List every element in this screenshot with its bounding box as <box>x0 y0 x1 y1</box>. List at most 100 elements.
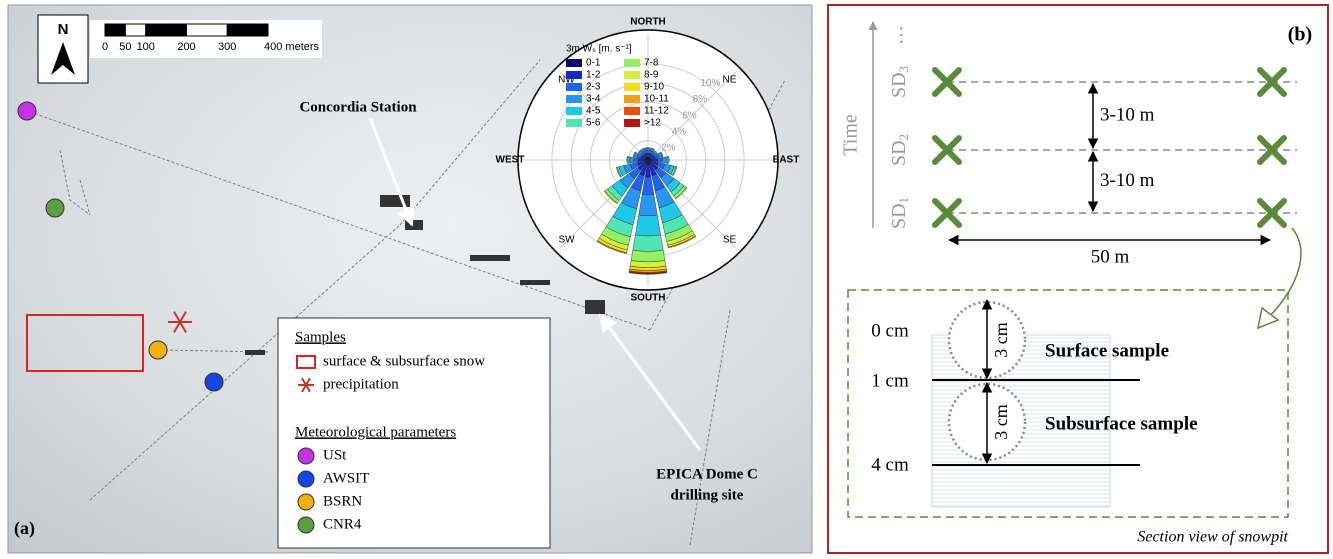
sd-sub: 2 <box>896 134 911 141</box>
rose-segment <box>632 234 664 252</box>
site-label: Concordia Station <box>299 99 417 115</box>
rose-segment <box>633 157 639 163</box>
rose-legend-label: 4-5 <box>586 106 601 117</box>
rose-segment <box>615 166 622 178</box>
sample-label: Subsurface sample <box>1045 413 1198 434</box>
rose-legend-swatch <box>566 95 582 103</box>
scale-segment <box>124 23 147 37</box>
site-label: drilling site <box>671 487 744 503</box>
spacing-label: 3-10 m <box>1100 170 1155 191</box>
rose-segment <box>667 156 670 164</box>
rose-segment <box>637 149 642 154</box>
legend-title: Meteorological parameters <box>295 424 456 440</box>
snowflake <box>305 384 311 393</box>
rose-legend-swatch <box>624 95 640 103</box>
legend-title: Samples <box>295 329 346 345</box>
rose-segment <box>596 240 627 254</box>
rose-legend-swatch <box>624 107 640 115</box>
scale-label: 300 <box>218 41 236 53</box>
rose-legend-swatch <box>566 71 582 79</box>
legend-swatch <box>296 355 316 369</box>
legend-label: CNR4 <box>323 516 362 532</box>
legend-box <box>277 317 551 549</box>
rose-legend-label: 7-8 <box>644 58 659 69</box>
scale-label: 100 <box>137 41 155 53</box>
rose-legend-swatch <box>624 59 640 67</box>
sample-cross <box>1257 135 1287 165</box>
direction-label: SE <box>723 235 737 246</box>
scale-label: 0 <box>102 41 108 53</box>
station-marker <box>148 340 168 360</box>
sd-sub: 1 <box>896 197 911 204</box>
rose-legend-swatch <box>624 83 640 91</box>
rose-segment <box>632 151 637 158</box>
sample-cross <box>932 67 962 97</box>
rose-legend-label: 10-11 <box>644 94 669 105</box>
depth-label: 4 cm <box>871 454 909 475</box>
rose-legend-label: 9-10 <box>644 82 664 93</box>
station-marker <box>17 101 37 121</box>
legend-label: AWSIT <box>323 470 369 486</box>
depth-label: 1 cm <box>871 370 909 391</box>
ring-label: 4% <box>672 126 687 137</box>
site-label: EPICA Dome C <box>656 466 758 482</box>
panel-label: (b) <box>1288 24 1312 46</box>
sd-label: SD3 <box>888 66 911 98</box>
rose-legend-swatch <box>566 119 582 127</box>
station-marker <box>204 372 224 392</box>
zoom-arrow <box>1267 227 1302 319</box>
sd-main: SD <box>888 72 910 98</box>
pointer <box>368 117 415 227</box>
rose-legend-swatch <box>624 71 640 79</box>
sd-label: SD1 <box>888 197 911 229</box>
rose-segment <box>641 147 646 151</box>
rose-legend-label: 3-4 <box>586 94 601 105</box>
rose-segment <box>650 147 655 151</box>
ring-label: 10% <box>700 78 720 89</box>
rose-segment <box>646 150 650 154</box>
rose-segment <box>645 147 651 149</box>
scale-segment <box>104 23 126 37</box>
legend-swatch <box>297 447 315 465</box>
rose-legend-label: 0-1 <box>586 58 601 69</box>
snowflake <box>305 377 311 386</box>
sample-cross <box>1257 67 1287 97</box>
rose-segment <box>657 157 663 163</box>
sample-label: Surface sample <box>1045 340 1169 361</box>
sample-cross <box>932 135 962 165</box>
ring-label: 6% <box>682 110 697 121</box>
rose-segment <box>661 156 667 164</box>
sd-main: SD <box>888 140 910 166</box>
width-label: 50 m <box>1091 246 1130 267</box>
snowflake <box>173 321 181 333</box>
rose-segment <box>667 235 697 249</box>
snowflake <box>301 377 307 386</box>
rose-segment <box>629 156 635 164</box>
spacing-label: 3-10 m <box>1100 104 1155 125</box>
rose-legend-swatch <box>566 83 582 91</box>
rose-segment <box>630 249 666 263</box>
rose-segment <box>635 214 661 237</box>
direction-label: SW <box>558 235 575 246</box>
legend-label: BSRN <box>323 493 362 509</box>
rose-legend-swatch <box>566 59 582 67</box>
snow-sample-area <box>26 314 144 372</box>
direction-label: NW <box>558 75 575 86</box>
snowflake <box>173 311 181 323</box>
pointer <box>598 313 702 451</box>
snowpit-box <box>847 289 1289 518</box>
sd-main: SD <box>888 203 910 229</box>
legend-swatch <box>297 493 315 511</box>
rose-legend-label: 2-3 <box>586 82 601 93</box>
rose-legend-label: 8-9 <box>644 70 659 81</box>
panel-label: (a) <box>14 518 35 539</box>
depth-label: 0 cm <box>871 320 909 341</box>
legend: Samples surface & subsurface snow precipit… <box>277 317 551 549</box>
rose-legend-swatch <box>624 119 640 127</box>
scale-label: 50 <box>119 41 131 53</box>
rose-segment <box>626 156 629 164</box>
direction-label: SOUTH <box>631 293 666 304</box>
snowflake <box>179 311 187 323</box>
legend-label: USt <box>323 447 347 463</box>
